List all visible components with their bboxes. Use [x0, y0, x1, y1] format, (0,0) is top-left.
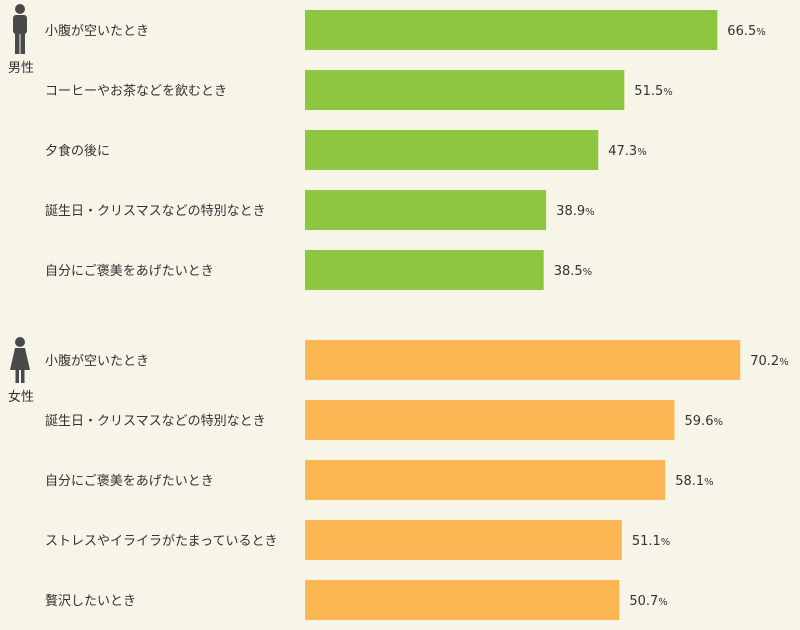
value-label: 51.1% [632, 534, 670, 549]
category-label: 小腹が空いたとき [45, 23, 149, 39]
bar [305, 400, 675, 440]
bar [305, 460, 666, 500]
male-person-icon [13, 4, 27, 54]
bar [305, 250, 544, 290]
category-label: 誕生日・クリスマスなどの特別なとき [45, 204, 266, 219]
bar [305, 10, 718, 50]
male-group-label: 男性 [8, 61, 34, 76]
bar [305, 190, 547, 230]
category-label: 夕食の後に [45, 143, 110, 159]
category-label: 自分にご褒美をあげたいとき [45, 263, 214, 279]
value-label: 66.5% [727, 24, 765, 39]
value-label: 70.2% [750, 354, 788, 369]
category-label: 小腹が空いたとき [45, 353, 149, 369]
value-label: 58.1% [675, 474, 713, 489]
category-label: コーヒーやお茶などを飲むとき [45, 83, 227, 99]
value-label: 50.7% [629, 594, 667, 609]
value-label: 38.5% [554, 264, 592, 279]
bar [305, 340, 741, 380]
category-label: 贅沢したいとき [45, 593, 136, 609]
bar [305, 70, 625, 110]
bar [305, 130, 599, 170]
category-label: 誕生日・クリスマスなどの特別なとき [45, 414, 266, 429]
value-label: 38.9% [556, 204, 594, 219]
value-label: 59.6% [685, 414, 723, 429]
bar [305, 520, 622, 560]
value-label: 51.5% [634, 84, 672, 99]
female-group-label: 女性 [8, 389, 34, 405]
chart-marks: 小腹が空いたとき 66.5% コーヒーやお茶などを飲むとき 51.5% 夕食の後に 47.… [45, 10, 789, 620]
category-label: 自分にご褒美をあげたいとき [45, 473, 214, 489]
category-label: ストレスやイライラがたまっているとき [45, 534, 277, 549]
bar [305, 580, 620, 620]
value-label: 47.3% [608, 144, 646, 159]
female-person-icon [10, 337, 30, 383]
